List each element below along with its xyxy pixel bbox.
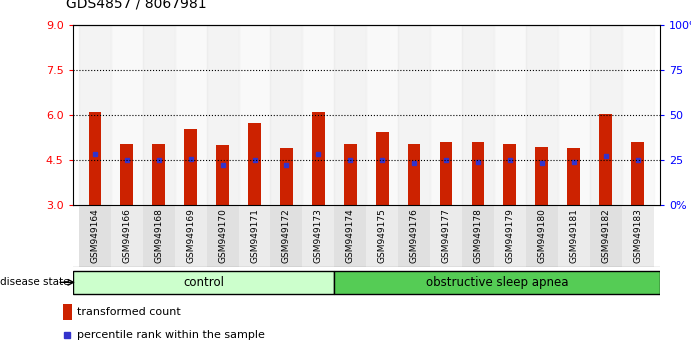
- Text: GSM949170: GSM949170: [218, 209, 227, 263]
- Text: GSM949181: GSM949181: [569, 209, 578, 263]
- Bar: [622, 25, 654, 205]
- Bar: [398, 25, 430, 205]
- Bar: [216, 145, 229, 205]
- Bar: [366, 25, 398, 205]
- Text: GSM949177: GSM949177: [442, 209, 451, 263]
- Bar: [344, 144, 357, 205]
- Bar: [184, 129, 197, 205]
- Text: transformed count: transformed count: [77, 307, 181, 318]
- Bar: [430, 205, 462, 267]
- Bar: [143, 205, 175, 267]
- Bar: [471, 142, 484, 205]
- Bar: [143, 25, 175, 205]
- Bar: [631, 142, 644, 205]
- Text: percentile rank within the sample: percentile rank within the sample: [77, 330, 265, 341]
- Bar: [207, 205, 238, 267]
- Bar: [152, 144, 165, 205]
- Bar: [63, 304, 72, 320]
- Bar: [303, 25, 334, 205]
- Text: GDS4857 / 8067981: GDS4857 / 8067981: [66, 0, 207, 11]
- Bar: [334, 205, 366, 267]
- Bar: [111, 25, 143, 205]
- Bar: [494, 205, 526, 267]
- Text: obstructive sleep apnea: obstructive sleep apnea: [426, 276, 569, 289]
- Bar: [567, 148, 580, 205]
- Bar: [280, 148, 293, 205]
- Text: GSM949178: GSM949178: [473, 209, 482, 263]
- Bar: [558, 25, 589, 205]
- Bar: [504, 144, 516, 205]
- Text: GSM949176: GSM949176: [410, 209, 419, 263]
- Bar: [622, 205, 654, 267]
- Bar: [558, 205, 589, 267]
- Text: GSM949174: GSM949174: [346, 209, 354, 263]
- Text: GSM949172: GSM949172: [282, 209, 291, 263]
- Bar: [536, 147, 548, 205]
- Bar: [376, 132, 388, 205]
- Text: disease state: disease state: [0, 277, 70, 287]
- Bar: [175, 205, 207, 267]
- Bar: [589, 25, 622, 205]
- Bar: [248, 122, 261, 205]
- Text: GSM949175: GSM949175: [378, 209, 387, 263]
- Text: GSM949171: GSM949171: [250, 209, 259, 263]
- Bar: [238, 25, 270, 205]
- Bar: [599, 114, 612, 205]
- Bar: [526, 25, 558, 205]
- Bar: [207, 25, 238, 205]
- Bar: [430, 25, 462, 205]
- Bar: [238, 205, 270, 267]
- Bar: [494, 25, 526, 205]
- Text: GSM949168: GSM949168: [154, 209, 163, 263]
- Bar: [408, 144, 421, 205]
- Bar: [462, 25, 494, 205]
- Text: GSM949180: GSM949180: [538, 209, 547, 263]
- Bar: [589, 205, 622, 267]
- Bar: [439, 142, 453, 205]
- Bar: [73, 272, 334, 294]
- Text: control: control: [183, 276, 224, 289]
- Bar: [120, 144, 133, 205]
- Bar: [270, 205, 303, 267]
- Text: GSM949173: GSM949173: [314, 209, 323, 263]
- Bar: [175, 25, 207, 205]
- Text: GSM949169: GSM949169: [186, 209, 195, 263]
- Bar: [526, 205, 558, 267]
- Bar: [270, 25, 303, 205]
- Bar: [334, 272, 660, 294]
- Bar: [79, 205, 111, 267]
- Text: GSM949182: GSM949182: [601, 209, 610, 263]
- Bar: [462, 205, 494, 267]
- Text: GSM949166: GSM949166: [122, 209, 131, 263]
- Text: GSM949183: GSM949183: [633, 209, 642, 263]
- Text: GSM949179: GSM949179: [505, 209, 514, 263]
- Bar: [111, 205, 143, 267]
- Bar: [366, 205, 398, 267]
- Bar: [303, 205, 334, 267]
- Text: GSM949164: GSM949164: [91, 209, 100, 263]
- Bar: [334, 25, 366, 205]
- Bar: [79, 25, 111, 205]
- Bar: [312, 112, 325, 205]
- Bar: [88, 112, 102, 205]
- Bar: [398, 205, 430, 267]
